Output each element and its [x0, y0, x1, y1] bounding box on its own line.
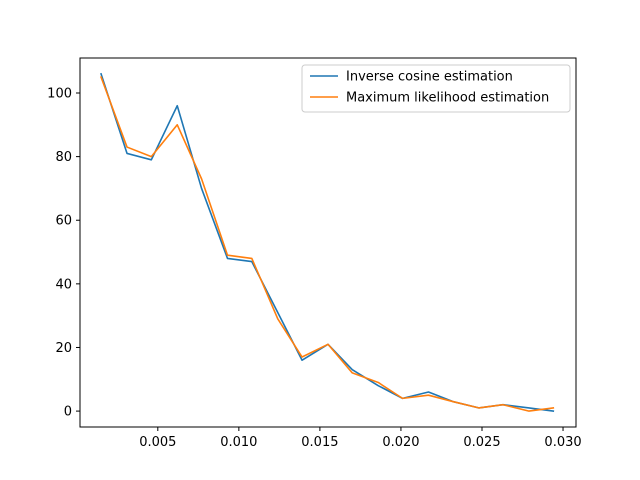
y-axis: 0 20 40 60 80 100	[47, 86, 80, 420]
series-layer	[100, 72, 555, 412]
plot-area-frame	[79, 57, 577, 428]
x-tick-label: 0.015	[301, 435, 338, 450]
x-axis: 0.005 0.010 0.015 0.020 0.025 0.030	[139, 427, 582, 450]
x-tick-label: 0.010	[220, 435, 257, 450]
legend: Inverse cosine estimation Maximum likelih…	[301, 64, 571, 113]
x-tick-label: 0.025	[463, 435, 500, 450]
y-tick-label: 20	[55, 341, 72, 356]
y-tick-label: 80	[55, 150, 72, 165]
y-tick-label: 0	[64, 405, 72, 420]
x-tick-label: 0.030	[544, 435, 581, 450]
legend-box	[301, 64, 571, 113]
x-tick-label: 0.020	[382, 435, 419, 450]
legend-label-1: Inverse cosine estimation	[346, 70, 513, 85]
legend-label-2: Maximum likelihood estimation	[346, 91, 549, 106]
y-tick-label: 100	[47, 86, 72, 101]
y-tick-label: 40	[55, 277, 72, 292]
y-tick-label: 60	[55, 214, 72, 229]
series-line-2	[100, 76, 555, 412]
x-tick-label: 0.005	[139, 435, 176, 450]
